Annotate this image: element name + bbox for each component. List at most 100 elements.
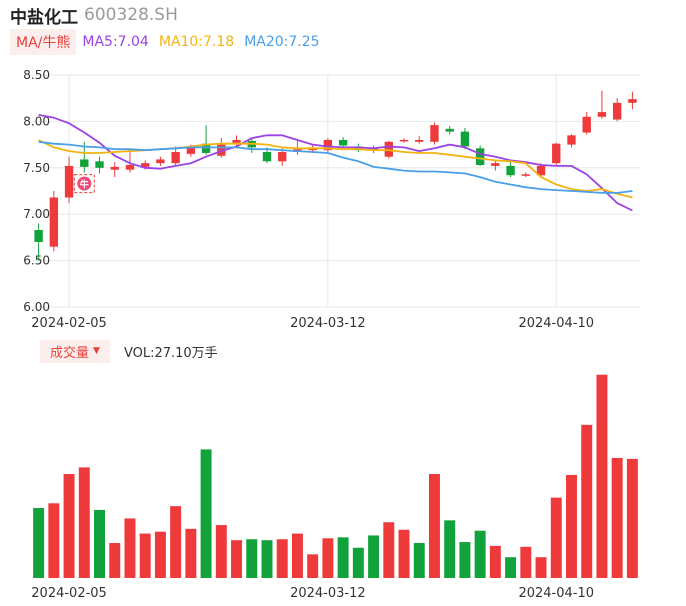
volume-bar bbox=[474, 530, 486, 578]
candlestick bbox=[80, 159, 89, 167]
volume-bar bbox=[215, 525, 227, 578]
date-axis-tick-label: 2024-03-12 bbox=[290, 316, 366, 331]
candlestick bbox=[110, 166, 119, 170]
volume-bar bbox=[626, 458, 638, 578]
volume-tab-label: 成交量 bbox=[50, 345, 90, 361]
candlestick bbox=[156, 159, 165, 164]
volume-bar bbox=[581, 424, 593, 578]
volume-bar bbox=[48, 503, 60, 578]
ma10-line bbox=[38, 139, 633, 199]
candlestick bbox=[491, 163, 500, 166]
ma10-legend: MA10:7.18 bbox=[158, 34, 235, 50]
candlestick bbox=[536, 165, 546, 176]
candlestick bbox=[171, 152, 180, 164]
stock-code: 600328.SH bbox=[84, 5, 178, 25]
volume-value: VOL:27.10万手 bbox=[123, 345, 218, 361]
candlestick bbox=[582, 116, 591, 133]
ma20-line bbox=[38, 140, 633, 194]
volume-bar bbox=[33, 508, 45, 578]
caret-down-icon: ▼ bbox=[93, 346, 100, 356]
volume-bar bbox=[276, 539, 288, 578]
volume-bar bbox=[170, 506, 182, 578]
volume-bar bbox=[444, 520, 456, 578]
volume-bar bbox=[154, 531, 166, 578]
candlestick bbox=[64, 165, 74, 198]
volume-bar bbox=[139, 533, 151, 578]
volume-bar bbox=[489, 545, 501, 578]
candlestick bbox=[141, 163, 150, 167]
volume-date-tick-label: 2024-03-12 bbox=[290, 586, 366, 601]
volume-bar bbox=[520, 546, 532, 578]
ma-indicator-tab[interactable]: MA/牛熊 bbox=[10, 29, 77, 55]
volume-bar bbox=[566, 474, 577, 578]
ma5-line bbox=[38, 114, 633, 212]
volume-bar bbox=[337, 537, 349, 578]
candlestick bbox=[430, 125, 439, 142]
volume-bar bbox=[109, 543, 121, 578]
volume-bar bbox=[550, 497, 562, 578]
price-axis-tick-label: 6.50 bbox=[23, 254, 50, 268]
volume-bar bbox=[611, 457, 623, 578]
candlestick bbox=[567, 135, 576, 145]
volume-legend: 成交量 ▼ VOL:27.10万手 bbox=[40, 339, 218, 363]
candlestick bbox=[445, 128, 454, 132]
price-axis-tick-label: 7.00 bbox=[23, 207, 50, 221]
volume-bar bbox=[383, 522, 395, 578]
volume-indicator-tab[interactable]: 成交量 ▼ bbox=[40, 339, 110, 363]
volume-bar bbox=[78, 467, 90, 578]
volume-bar bbox=[200, 449, 212, 578]
ma-legend: MA/牛熊 MA5:7.04 MA10:7.18 MA20:7.25 bbox=[10, 29, 320, 55]
candlestick bbox=[399, 139, 409, 142]
candlestick bbox=[125, 165, 135, 170]
stock-name: 中盐化工 bbox=[10, 7, 78, 28]
ma5-legend: MA5:7.04 bbox=[82, 34, 149, 50]
volume-bar bbox=[63, 474, 75, 578]
ma20-legend: MA20:7.25 bbox=[244, 34, 320, 50]
candlestick bbox=[338, 139, 348, 146]
volume-date-tick-label: 2024-02-05 bbox=[31, 586, 107, 601]
price-axis-tick-label: 8.00 bbox=[23, 114, 50, 128]
candlestick bbox=[521, 174, 530, 176]
volume-bar bbox=[398, 529, 410, 578]
date-axis-tick-label: 2024-02-05 bbox=[31, 316, 107, 331]
candlestick bbox=[460, 131, 470, 147]
volume-bar bbox=[322, 538, 334, 578]
date-axis-tick-label: 2024-04-10 bbox=[518, 316, 594, 331]
candlestick bbox=[49, 197, 59, 247]
candlestick bbox=[95, 161, 104, 168]
bull-badge-frame bbox=[73, 174, 95, 194]
volume-bar bbox=[596, 374, 608, 578]
stock-header: 中盐化工 600328.SH bbox=[10, 4, 178, 28]
candlestick bbox=[323, 139, 333, 151]
bull-badge-label: 牛 bbox=[80, 179, 89, 191]
volume-bar bbox=[428, 474, 440, 578]
volume-bar bbox=[261, 540, 273, 578]
volume-date-tick-label: 2024-04-10 bbox=[518, 586, 594, 601]
candlestick bbox=[308, 148, 317, 151]
candlestick bbox=[34, 229, 43, 243]
candlestick bbox=[278, 152, 287, 162]
volume-bar bbox=[291, 533, 303, 578]
volume-bar bbox=[535, 557, 547, 578]
price-axis-tick-label: 6.00 bbox=[23, 300, 50, 314]
candlestick bbox=[597, 112, 607, 117]
volume-bar bbox=[94, 509, 105, 578]
candlestick bbox=[552, 143, 561, 164]
candlestick bbox=[201, 143, 211, 153]
volume-bar bbox=[505, 557, 517, 578]
candlestick bbox=[612, 102, 622, 120]
volume-bar bbox=[307, 554, 319, 578]
volume-bar bbox=[185, 528, 197, 578]
candlestick bbox=[186, 147, 196, 154]
candlestick bbox=[628, 99, 637, 103]
price-axis-tick-label: 8.50 bbox=[23, 68, 50, 82]
volume-bar bbox=[459, 542, 471, 578]
bull-badge-icon bbox=[77, 176, 92, 191]
volume-bar bbox=[231, 540, 243, 578]
candlestick bbox=[262, 152, 272, 162]
candlestick bbox=[475, 148, 485, 166]
volume-bar bbox=[368, 535, 380, 578]
volume-bar bbox=[352, 547, 364, 578]
price-axis-tick-label: 7.50 bbox=[23, 161, 50, 175]
